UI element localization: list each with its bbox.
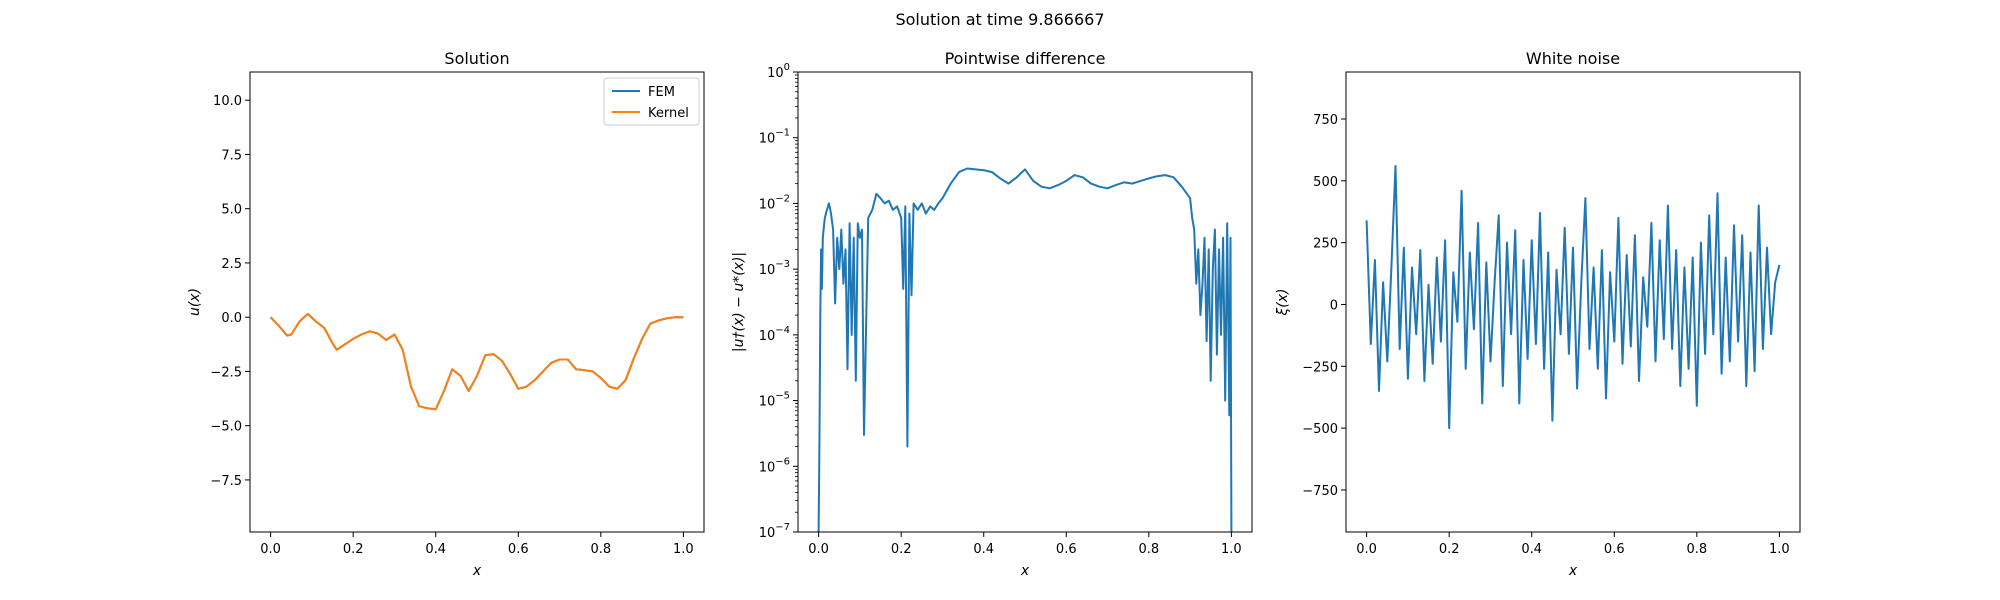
x-tick-label: 0.2 (343, 542, 364, 557)
y-tick-label: 500 (1313, 175, 1338, 190)
y-tick-label: −2.5 (210, 365, 242, 380)
series-0-line (1365, 165, 1781, 430)
x-tick-label: 0.0 (808, 542, 829, 557)
y-tick-label: 750 (1313, 113, 1338, 128)
x-tick-label: 0.0 (1356, 542, 1377, 557)
y-tick-label: 0 (1330, 298, 1338, 313)
x-tick-label: 0.6 (1056, 542, 1077, 557)
difference-title: Pointwise difference (945, 49, 1106, 68)
difference-axes-frame (797, 71, 1253, 533)
noise-title: White noise (1526, 49, 1620, 68)
y-tick-label: 5.0 (221, 203, 242, 218)
noise-axes-frame (1345, 71, 1801, 533)
legend-fem-label: FEM (648, 85, 675, 100)
y-tick-label: −250 (1302, 360, 1338, 375)
y-tick-label: 10−4 (759, 325, 790, 344)
y-tick-label: −7.5 (210, 474, 242, 489)
y-tick-label: 100 (767, 62, 790, 81)
y-tick-label: 2.5 (221, 257, 242, 272)
y-tick-label: 10.0 (213, 94, 242, 109)
figure-suptitle: Solution at time 9.866667 (895, 10, 1104, 29)
y-tick-label: −750 (1302, 484, 1338, 499)
x-tick-label: 0.6 (1604, 542, 1625, 557)
x-tick-label: 1.0 (1221, 542, 1242, 557)
legend-box (603, 77, 700, 126)
solution-title: Solution (444, 49, 509, 68)
panel-solution: Solution 0.0 0.2 0.4 0.6 0.8 1.0 10.0 7.5 5.0 2.5… (187, 49, 705, 579)
y-tick-label: 10−2 (759, 193, 790, 212)
solution-legend: FEM Kernel (603, 77, 700, 126)
solution-x-axis-label: x (472, 563, 482, 579)
x-tick-label: 0.8 (590, 542, 611, 557)
x-tick-label: 0.2 (891, 542, 912, 557)
x-tick-label: 0.4 (425, 542, 446, 557)
x-tick-label: 0.4 (1521, 542, 1542, 557)
solution-axes-frame (249, 71, 705, 533)
noise-x-axis-label: x (1568, 563, 1578, 579)
kernel-line (269, 312, 684, 411)
panel-white-noise: White noise 0.0 0.2 0.4 0.6 0.8 1.0 750 500 250 0… (1275, 49, 1801, 579)
x-tick-label: 0.4 (973, 542, 994, 557)
y-tick-label: 10−1 (759, 128, 790, 147)
y-tick-label: 0.0 (221, 311, 242, 326)
y-tick-label: 10−6 (759, 456, 790, 475)
legend-kernel-label: Kernel (648, 106, 689, 121)
x-tick-label: 0.8 (1138, 542, 1159, 557)
series-0-line (817, 167, 1233, 532)
x-tick-label: 1.0 (673, 542, 694, 557)
y-tick-label: 10−3 (759, 259, 790, 278)
y-tick-label: −5.0 (210, 420, 242, 435)
solution-y-axis-label: u(x) (187, 288, 203, 316)
y-tick-label: −500 (1302, 422, 1338, 437)
x-tick-label: 0.6 (508, 542, 529, 557)
difference-y-axis-label: |u†(x) − u*(x)| (731, 252, 747, 352)
panel-pointwise-difference: Pointwise difference 0.0 0.2 0.4 0.6 0.8 1.0 1… (731, 49, 1253, 579)
x-tick-label: 0.0 (260, 542, 281, 557)
noise-y-axis-label: ξ(x) (1275, 288, 1291, 316)
fem-line (269, 312, 684, 411)
difference-x-axis-label: x (1020, 563, 1030, 579)
x-tick-label: 0.2 (1439, 542, 1460, 557)
y-tick-label: 10−5 (759, 391, 790, 410)
y-tick-label: 10−7 (759, 522, 790, 541)
y-tick-label: 250 (1313, 237, 1338, 252)
y-tick-label: 7.5 (221, 148, 242, 163)
x-tick-label: 1.0 (1769, 542, 1790, 557)
x-tick-label: 0.8 (1686, 542, 1707, 557)
